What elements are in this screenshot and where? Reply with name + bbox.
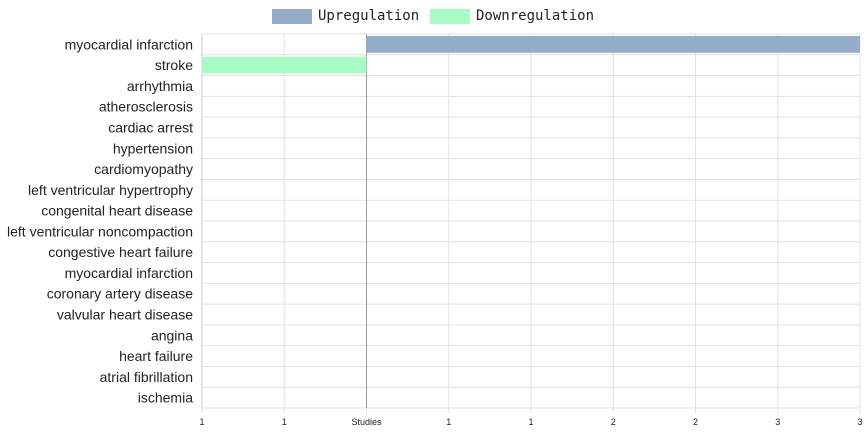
bar-upregulation (366, 36, 860, 53)
category-label: coronary artery disease (47, 286, 194, 302)
x-tick-label: Studies (351, 417, 382, 427)
category-label: left ventricular hypertrophy (28, 182, 193, 198)
legend-label-downregulation: Downregulation (476, 8, 595, 24)
bar-downregulation (202, 56, 367, 74)
x-tick-label: 1 (446, 417, 451, 427)
category-label: heart failure (119, 348, 193, 364)
category-label: myocardial infarction (65, 265, 193, 281)
category-label: congestive heart failure (48, 244, 193, 260)
category-label: cardiomyopathy (94, 161, 193, 177)
legend-item-upregulation[interactable]: Upregulation (272, 6, 419, 26)
category-label: cardiac arrest (108, 120, 193, 136)
category-label: hypertension (113, 140, 193, 156)
x-tick-label: 2 (693, 417, 698, 427)
x-tick-label: 3 (857, 417, 862, 427)
x-tick-label: 1 (282, 417, 287, 427)
category-label: myocardial infarction (65, 36, 193, 52)
category-label: left ventricular noncompaction (7, 223, 193, 239)
legend-label-upregulation: Upregulation (318, 8, 420, 24)
category-label: valvular heart disease (57, 307, 193, 323)
legend-swatch-upregulation (272, 8, 312, 24)
category-label: ischemia (138, 390, 193, 406)
legend-swatch-downregulation (430, 8, 470, 24)
x-tick-label: 2 (611, 417, 616, 427)
category-label: atrial fibrillation (100, 369, 193, 385)
chart-legend: Upregulation Downregulation (0, 6, 866, 26)
x-tick-label: 1 (528, 417, 533, 427)
category-label: congenital heart disease (41, 203, 193, 219)
x-tick-label: 1 (199, 417, 204, 427)
category-label: atherosclerosis (99, 99, 193, 115)
category-label: arrhythmia (127, 78, 193, 94)
category-label: angina (151, 327, 193, 343)
legend-item-downregulation[interactable]: Downregulation (430, 6, 594, 26)
category-label: stroke (155, 57, 193, 73)
x-tick-label: 3 (775, 417, 780, 427)
